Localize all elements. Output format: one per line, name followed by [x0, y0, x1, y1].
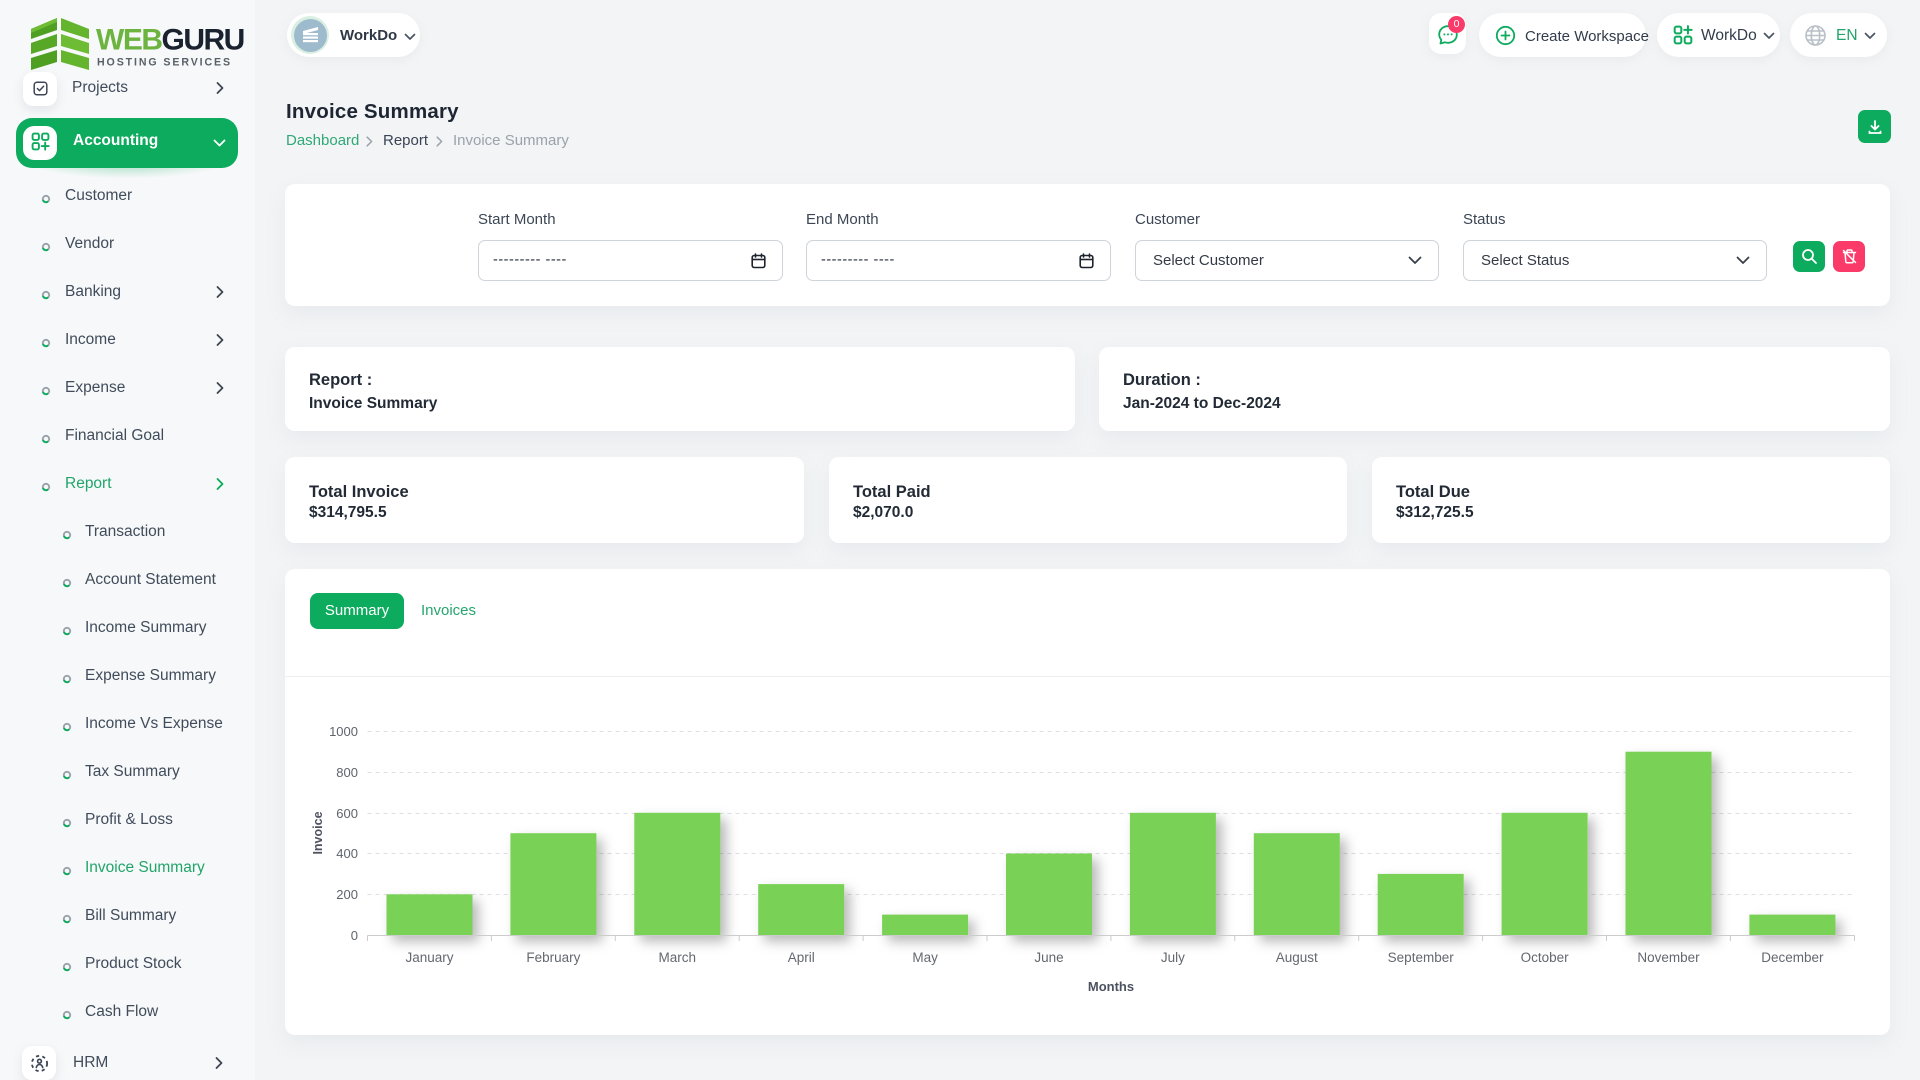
svg-text:HOSTING SERVICES: HOSTING SERVICES [97, 57, 232, 69]
svg-text:January: January [405, 950, 453, 965]
svg-text:February: February [526, 950, 580, 965]
svg-text:November: November [1637, 950, 1700, 965]
svg-text:March: March [659, 950, 697, 965]
svg-text:May: May [912, 950, 938, 965]
svg-text:July: July [1161, 950, 1185, 965]
svg-text:October: October [1521, 950, 1570, 965]
svg-text:1000: 1000 [329, 724, 358, 739]
svg-text:WEBGURU: WEBGURU [96, 24, 244, 57]
svg-text:800: 800 [336, 765, 358, 780]
svg-text:December: December [1761, 950, 1824, 965]
svg-text:September: September [1388, 950, 1455, 965]
svg-text:Months: Months [1088, 979, 1134, 994]
svg-text:600: 600 [336, 806, 358, 821]
svg-text:June: June [1034, 950, 1063, 965]
svg-text:Invoice: Invoice [311, 811, 325, 854]
svg-text:200: 200 [336, 887, 358, 902]
svg-text:0: 0 [351, 928, 358, 943]
svg-text:August: August [1276, 950, 1318, 965]
svg-text:April: April [788, 950, 815, 965]
svg-text:400: 400 [336, 846, 358, 861]
